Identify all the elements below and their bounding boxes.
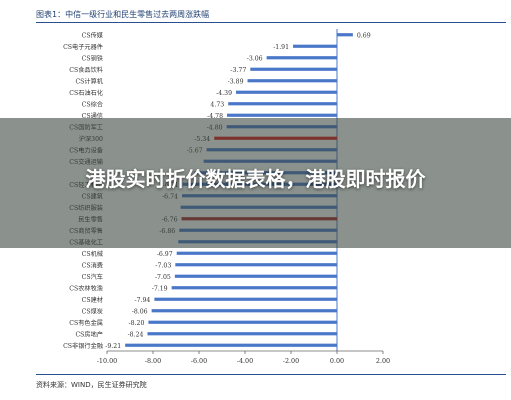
bar bbox=[236, 90, 337, 94]
bar bbox=[147, 332, 337, 336]
value-label: -8.24 bbox=[128, 331, 144, 338]
value-label: -7.94 bbox=[135, 297, 151, 304]
headline-text: 港股实时折价数据表格，港股即时报价 bbox=[85, 167, 426, 191]
chart-source: 资料来源：WIND，民生证券研究院 bbox=[36, 381, 147, 389]
x-tick-label: 0.00 bbox=[330, 357, 344, 365]
bar bbox=[148, 320, 337, 324]
category-label: CS通信 bbox=[82, 112, 103, 120]
category-label: CS房地产 bbox=[75, 330, 103, 338]
x-tick-label: -6.00 bbox=[191, 357, 207, 365]
bar bbox=[175, 263, 337, 267]
value-label: -1.91 bbox=[273, 44, 289, 51]
bar bbox=[125, 343, 337, 347]
category-label: CS农林牧渔 bbox=[69, 284, 103, 292]
value-label: -7.19 bbox=[152, 285, 168, 292]
category-label: CS汽车 bbox=[82, 273, 103, 281]
bar bbox=[174, 274, 337, 278]
x-tick-label: -4.00 bbox=[237, 357, 253, 365]
category-label: CS传媒 bbox=[82, 31, 104, 39]
bar bbox=[154, 297, 337, 301]
value-label: -8.06 bbox=[132, 308, 148, 315]
chart-title: 图表1：中信一级行业和民生零售过去两周涨跌幅 bbox=[36, 10, 210, 19]
value-label: -8.20 bbox=[129, 320, 145, 327]
headline-overlay bbox=[0, 118, 511, 248]
category-label: CS建材 bbox=[82, 296, 103, 304]
value-label: -7.03 bbox=[155, 262, 171, 269]
x-tick-label: -8.00 bbox=[145, 357, 161, 365]
value-label: 0.69 bbox=[357, 32, 371, 39]
value-label: -6.97 bbox=[157, 251, 173, 258]
value-label: -3.06 bbox=[247, 55, 263, 62]
bar bbox=[151, 309, 337, 313]
value-label: 4.73 bbox=[210, 101, 224, 108]
category-label: CS食品饮料 bbox=[69, 66, 103, 74]
category-label: CS消费 bbox=[82, 261, 103, 269]
category-label: CS钢铁 bbox=[82, 54, 103, 62]
value-label: -3.77 bbox=[230, 67, 246, 74]
bar bbox=[247, 79, 337, 83]
bar bbox=[171, 286, 337, 290]
category-label: CS机械 bbox=[82, 250, 103, 258]
x-tick-label: 2.00 bbox=[376, 357, 390, 365]
category-label: CS综合 bbox=[82, 100, 103, 108]
bar bbox=[293, 44, 337, 48]
value-label: -4.39 bbox=[216, 90, 232, 97]
title-rule bbox=[36, 22, 506, 23]
value-label: -3.89 bbox=[228, 78, 244, 85]
category-label: CS计算机 bbox=[75, 77, 103, 85]
bar bbox=[227, 113, 337, 117]
value-label: -7.05 bbox=[155, 274, 171, 281]
category-label: CS煤炭 bbox=[82, 307, 103, 315]
bar bbox=[250, 67, 337, 71]
value-label: -9.21 bbox=[105, 343, 121, 350]
x-tick-label: -10.00 bbox=[97, 357, 117, 365]
category-label: CS有色金属 bbox=[69, 319, 103, 327]
bar bbox=[176, 251, 337, 255]
category-label: CS石油石化 bbox=[69, 89, 103, 97]
category-label: CS非银行金融 bbox=[63, 342, 103, 350]
source-rule bbox=[36, 374, 506, 375]
bar bbox=[337, 33, 353, 37]
bar bbox=[266, 56, 337, 60]
x-tick-label: -2.00 bbox=[283, 357, 299, 365]
category-label: CS电子元器件 bbox=[63, 43, 103, 51]
value-label: -4.78 bbox=[207, 113, 223, 120]
bar bbox=[228, 102, 337, 106]
